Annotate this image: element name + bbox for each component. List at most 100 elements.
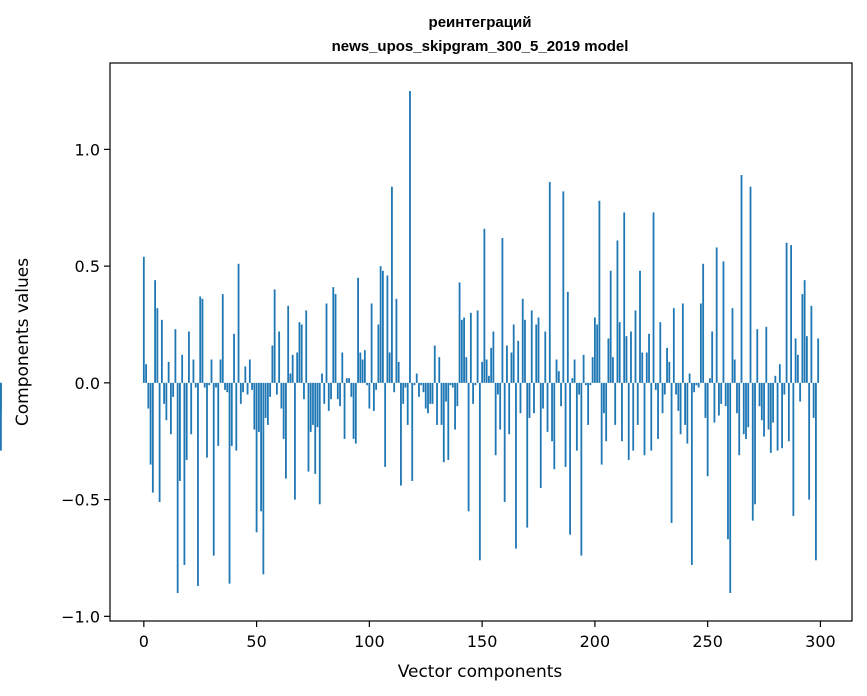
bar-284: [783, 382, 786, 395]
bar-142: [463, 317, 465, 383]
bar-108: [386, 275, 389, 383]
bar-286: [787, 382, 790, 442]
bar-292: [801, 294, 804, 383]
bar-68: [296, 352, 299, 383]
bar-86: [336, 382, 339, 400]
bar-114: [400, 382, 402, 486]
bar-64: [287, 305, 290, 383]
bar-129: [433, 345, 436, 383]
bar-242: [688, 373, 691, 383]
bar-62: [282, 382, 285, 439]
bar-186: [562, 191, 565, 383]
bar-146: [472, 382, 474, 404]
bar-29: [208, 382, 211, 386]
bar-265: [740, 175, 743, 383]
y-tick-label-0: −1.0: [61, 607, 100, 626]
bar-287: [790, 245, 792, 383]
bar-49: [253, 382, 256, 430]
bar-229: [659, 322, 662, 383]
bar-71: [303, 382, 305, 400]
bar-172: [530, 310, 533, 383]
bar-22: [192, 359, 195, 383]
bar-190: [571, 378, 574, 383]
bar-43: [239, 382, 242, 404]
bar-139: [456, 382, 459, 407]
bar-252: [711, 331, 714, 383]
bar-182: [553, 382, 556, 470]
bar-258: [724, 382, 727, 407]
bar-130: [436, 382, 438, 425]
bar-72: [305, 310, 308, 383]
bar-289: [794, 338, 797, 383]
bar-67: [294, 382, 296, 500]
bar-170: [526, 382, 529, 528]
bar-165: [515, 382, 517, 549]
bar-201: [596, 324, 599, 383]
bar-94: [354, 382, 357, 444]
x-axis: 0 50 100 150 200 250 300: [139, 621, 836, 651]
bar-84: [332, 287, 335, 383]
bar-8: [160, 319, 163, 383]
bar-16: [179, 382, 181, 481]
bar-118: [409, 91, 411, 383]
bar-133: [442, 382, 445, 463]
y-tick-label-3: 0.5: [75, 257, 100, 276]
bar-183: [555, 359, 558, 383]
bar-73: [307, 382, 310, 472]
bar-63: [285, 382, 287, 479]
bar-28: [206, 382, 208, 458]
bar-128: [431, 382, 434, 404]
bar-180: [548, 182, 551, 383]
bar-270: [751, 382, 754, 521]
bar-4: [151, 382, 154, 493]
bar-278: [769, 382, 772, 453]
bar-243: [690, 382, 693, 565]
bar-100: [368, 382, 371, 409]
bar-264: [738, 382, 741, 456]
bar-51: [257, 382, 260, 432]
bar-193: [578, 382, 580, 395]
bar-69: [298, 322, 301, 383]
x-tick-label-200: 200: [580, 632, 611, 651]
bar-228: [657, 382, 659, 439]
bar-95: [357, 277, 359, 383]
y-tick-label-4: 1.0: [75, 140, 100, 159]
bar-117: [406, 382, 409, 425]
bar-204: [603, 382, 605, 414]
bar-225: [650, 382, 653, 451]
bar-80: [323, 382, 326, 404]
bar-273: [758, 382, 761, 407]
bar-123: [420, 382, 423, 386]
bar-191: [573, 359, 576, 383]
bar-38: [228, 382, 231, 584]
bar-167: [519, 382, 522, 414]
bar-13: [172, 382, 175, 397]
bar-20: [188, 331, 190, 383]
bar-5: [154, 280, 156, 383]
bar-274: [760, 382, 763, 421]
bar-59: [275, 382, 278, 395]
bar-102: [372, 382, 375, 411]
bar-188: [566, 291, 569, 383]
bar-32: [215, 382, 217, 388]
bar-127: [429, 382, 432, 404]
bar-227: [654, 382, 657, 390]
bar-116: [404, 382, 407, 388]
bar-18: [183, 382, 186, 565]
bar-105: [379, 266, 382, 383]
bar-164: [512, 324, 515, 383]
bar-226: [652, 212, 655, 383]
bar-271: [754, 382, 756, 505]
bar-268: [747, 382, 750, 428]
bar-141: [460, 319, 463, 383]
bar-203: [600, 382, 603, 465]
bar-189: [569, 382, 571, 535]
bar-166: [517, 340, 520, 383]
bar-171: [528, 382, 531, 418]
bar-231: [663, 382, 666, 395]
bar-288: [792, 382, 795, 516]
bar-235: [672, 308, 675, 383]
bar-134: [445, 382, 447, 402]
bar-211: [618, 322, 621, 383]
